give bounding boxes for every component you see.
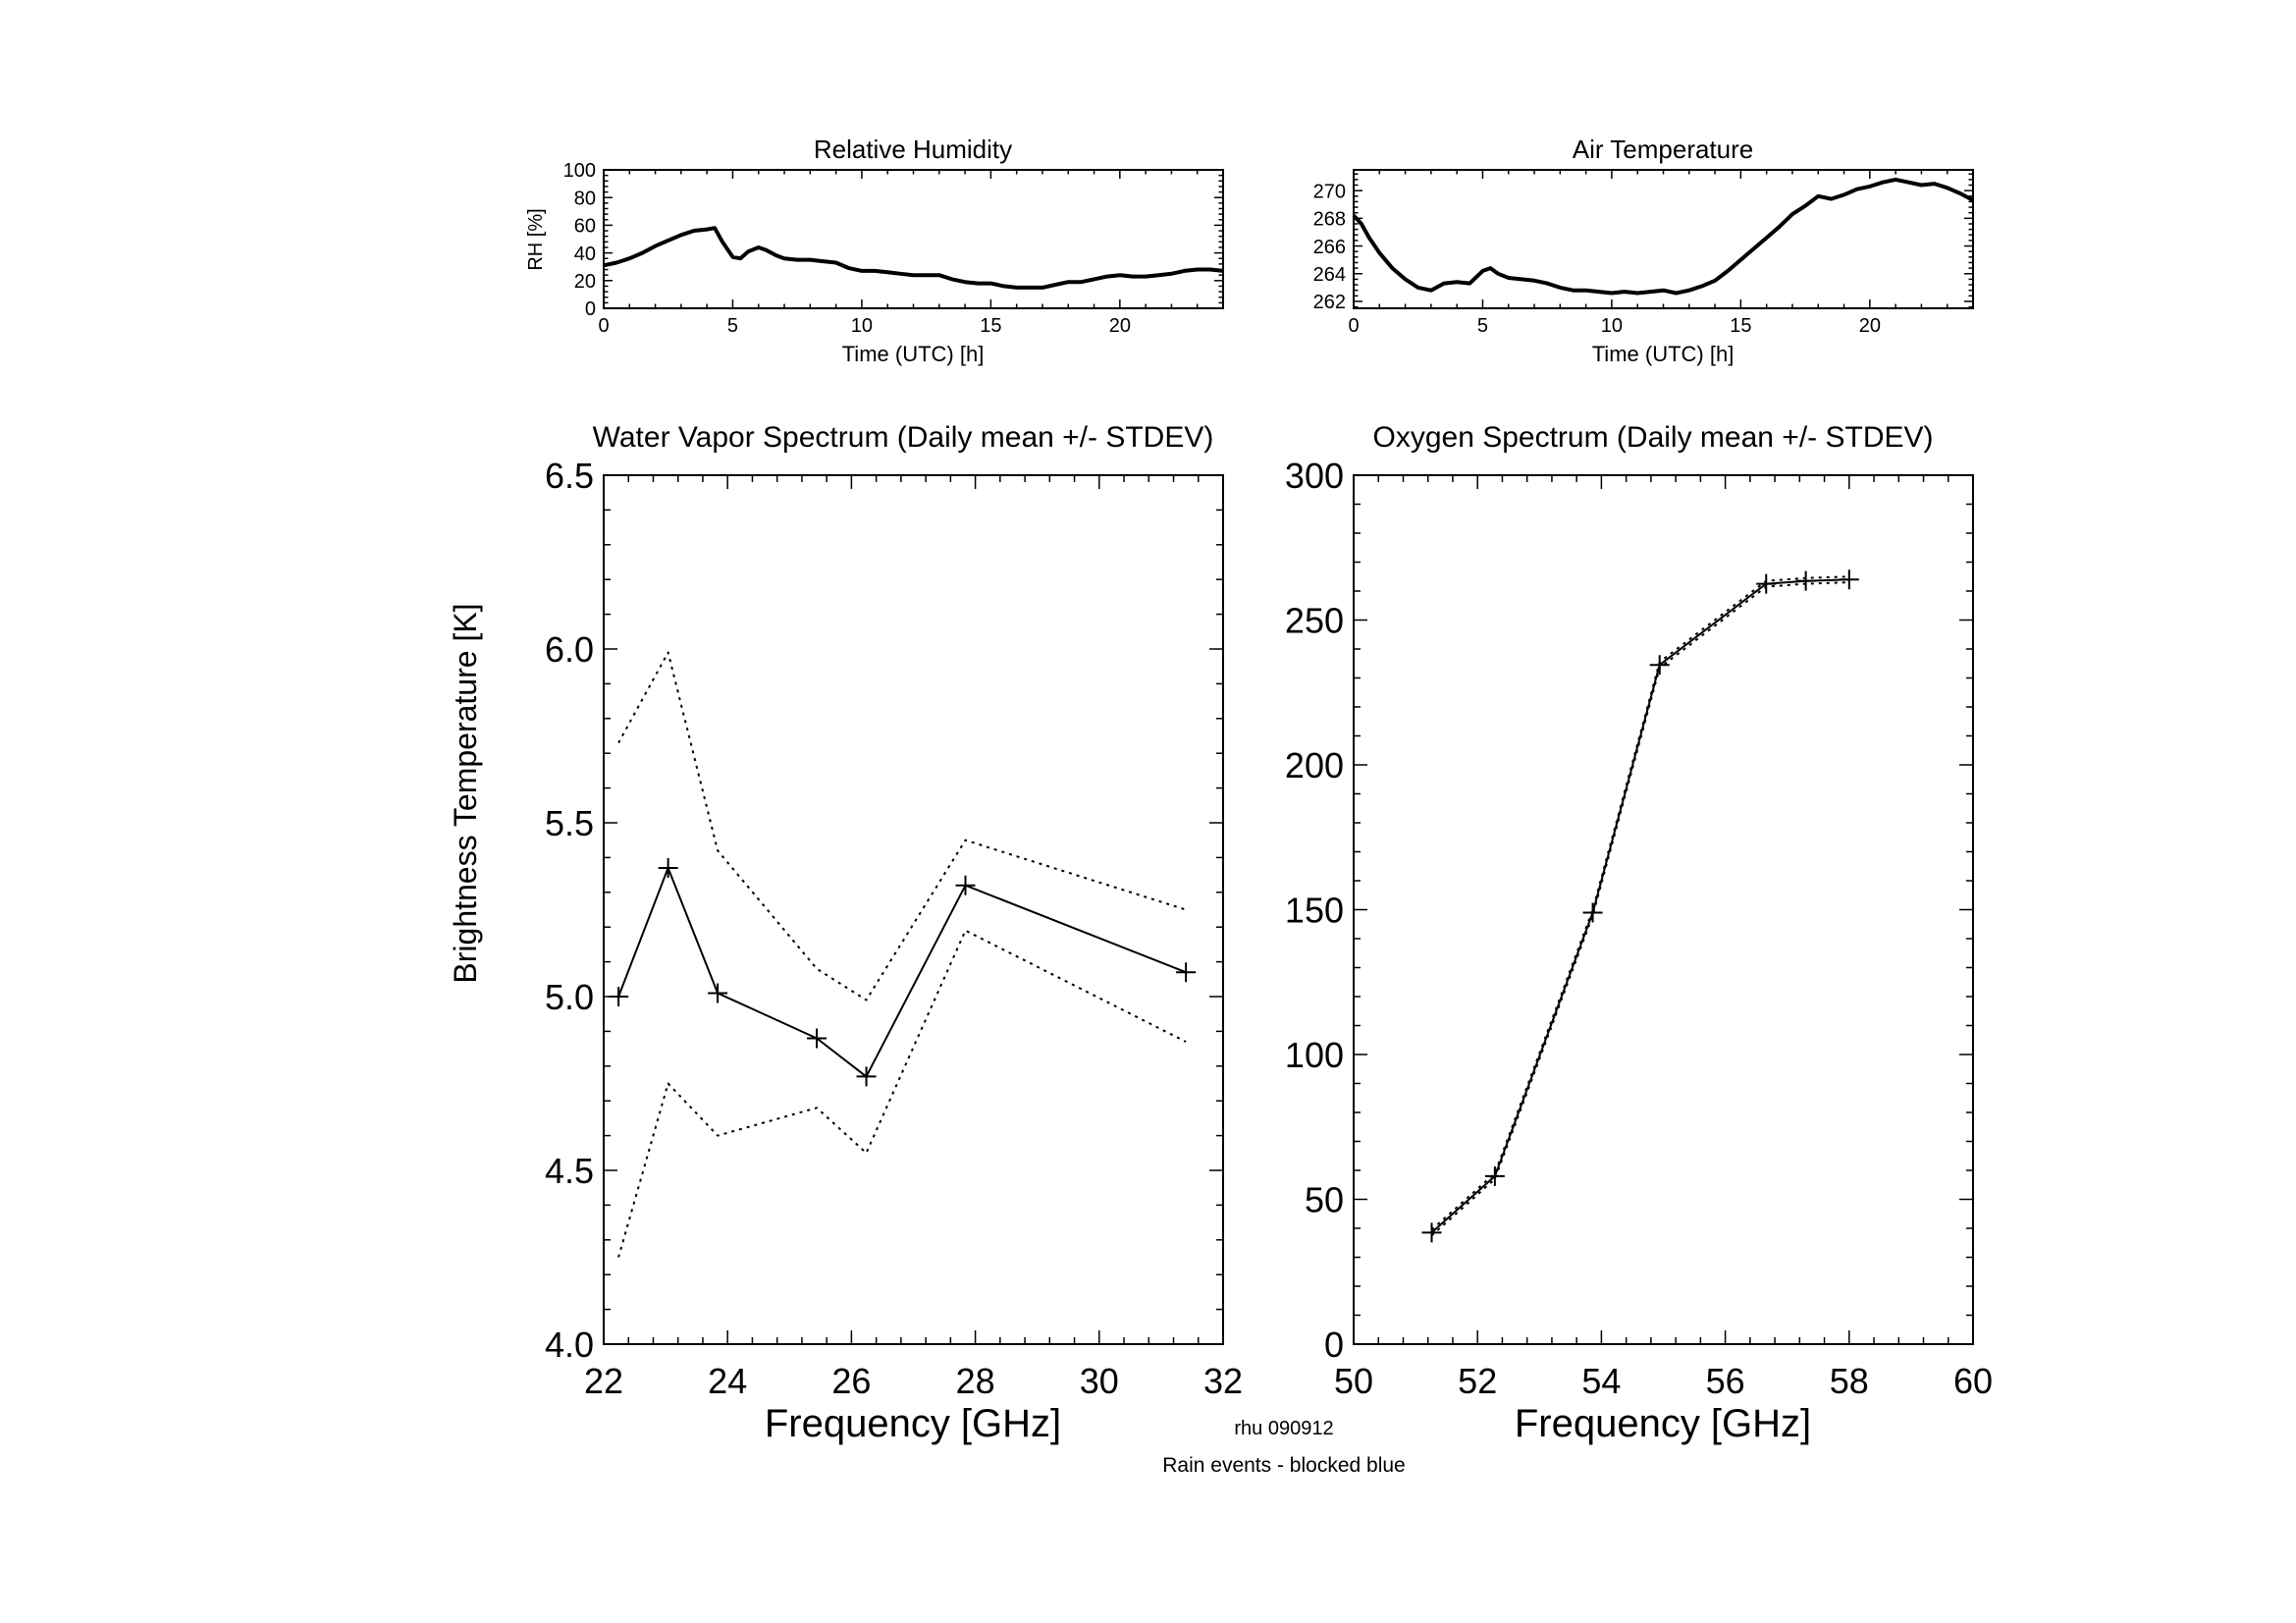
x-tick-label: 10 — [1601, 315, 1623, 337]
x-tick-label: 54 — [1581, 1361, 1621, 1401]
wv-plot-frame — [603, 474, 1224, 1345]
y-tick-label: 20 — [574, 271, 596, 293]
data-point-marker — [1756, 573, 1777, 594]
data-point-marker — [1795, 570, 1816, 591]
x-tick-label: 15 — [1730, 315, 1751, 337]
x-tick-label: 30 — [1080, 1361, 1119, 1401]
o2-title: Oxygen Spectrum (Daily mean +/- STDEV) — [1372, 421, 1933, 454]
y-tick-label: 264 — [1313, 264, 1346, 286]
y-tick-label: 5.0 — [545, 977, 594, 1017]
y-tick-label: 4.5 — [545, 1151, 594, 1191]
airtemp-marks — [1352, 177, 1974, 296]
y-tick-label: 300 — [1285, 456, 1344, 496]
y-tick-label: 4.0 — [545, 1325, 594, 1365]
mean-line — [617, 867, 1187, 1078]
y-tick-label: 80 — [574, 188, 596, 209]
data-point-marker — [1839, 569, 1859, 590]
airtemp-title: Air Temperature — [1573, 135, 1754, 164]
x-tick-label: 20 — [1859, 315, 1881, 337]
airtemp-plot-frame — [1353, 169, 1974, 309]
rh-xlabel: Time (UTC) [h] — [842, 342, 985, 366]
x-tick-label: 52 — [1458, 1361, 1497, 1401]
y-tick-label: 270 — [1313, 181, 1346, 202]
footer-rain-note: Rain events - blocked blue — [1162, 1454, 1405, 1477]
rh-marks — [603, 226, 1224, 290]
data-point-marker — [658, 858, 678, 879]
o2-plot-frame — [1353, 474, 1974, 1345]
y-tick-label: 100 — [1285, 1035, 1344, 1075]
x-tick-label: 10 — [851, 315, 873, 337]
x-tick-label: 5 — [727, 315, 738, 337]
x-tick-label: 58 — [1830, 1361, 1869, 1401]
data-point-marker — [1421, 1222, 1442, 1243]
x-tick-label: 5 — [1477, 315, 1488, 337]
y-tick-label: 0 — [1324, 1325, 1344, 1365]
data-point-marker — [609, 987, 629, 1006]
o2-marks — [1421, 569, 1859, 1243]
wv-ylabel: Brightness Temperature [K] — [448, 603, 483, 983]
x-tick-label: 24 — [708, 1361, 747, 1401]
y-tick-label: 40 — [574, 243, 596, 265]
x-tick-label: 26 — [831, 1361, 871, 1401]
rh-title: Relative Humidity — [814, 135, 1012, 164]
data-point-marker — [807, 1028, 828, 1049]
y-tick-label: 6.5 — [545, 456, 594, 496]
airtemp-ticks: 0 5 10 15 20 262 264 266 268 270 — [1313, 170, 1974, 337]
wv-ticks: 22 24 26 28 30 32 4.0 4.5 5.0 5.5 6.0 6.5 — [545, 456, 1243, 1401]
o2-panel: Oxygen Spectrum (Daily mean +/- STDEV) 5… — [1285, 421, 1993, 1445]
stdev-line — [1430, 575, 1849, 1231]
o2-xlabel: Frequency [GHz] — [1515, 1402, 1811, 1445]
x-tick-label: 60 — [1953, 1361, 1993, 1401]
x-tick-label: 0 — [1348, 315, 1359, 337]
y-tick-label: 5.5 — [545, 803, 594, 843]
x-tick-label: 56 — [1706, 1361, 1745, 1401]
data-point-marker — [708, 983, 728, 1003]
y-tick-label: 262 — [1313, 292, 1346, 313]
y-tick-label: 100 — [563, 160, 596, 182]
rh-plot-frame — [603, 169, 1224, 309]
stdev-line — [1430, 581, 1849, 1237]
x-tick-label: 20 — [1109, 315, 1131, 337]
y-tick-label: 200 — [1285, 745, 1344, 785]
stdev-line — [617, 929, 1187, 1258]
wv-panel: Water Vapor Spectrum (Daily mean +/- STD… — [448, 421, 1243, 1445]
x-tick-label: 22 — [584, 1361, 623, 1401]
data-point-marker — [856, 1066, 877, 1087]
x-tick-label: 0 — [598, 315, 609, 337]
wv-title: Water Vapor Spectrum (Daily mean +/- STD… — [593, 421, 1214, 454]
y-tick-label: 266 — [1313, 237, 1346, 258]
data-point-marker — [1484, 1165, 1505, 1186]
mean-line — [1430, 578, 1849, 1234]
airtemp-panel: Air Temperature 0 5 10 15 20262264266268270 … — [1313, 135, 1974, 366]
series-line — [1352, 177, 1974, 296]
x-tick-label: 15 — [980, 315, 1001, 337]
series-line — [603, 226, 1224, 290]
footer-id-label: rhu 090912 — [1234, 1418, 1333, 1439]
wv-xlabel: Frequency [GHz] — [765, 1402, 1061, 1445]
data-point-marker — [1176, 962, 1197, 983]
y-tick-label: 150 — [1285, 890, 1344, 930]
y-tick-label: 6.0 — [545, 629, 594, 670]
wv-marks — [609, 651, 1197, 1258]
y-tick-label: 0 — [585, 298, 596, 320]
x-tick-label: 32 — [1203, 1361, 1243, 1401]
y-tick-label: 268 — [1313, 209, 1346, 231]
x-tick-label: 50 — [1334, 1361, 1373, 1401]
stdev-line — [617, 651, 1187, 1001]
y-tick-label: 250 — [1285, 600, 1344, 640]
x-tick-label: 28 — [956, 1361, 995, 1401]
y-tick-label: 50 — [1305, 1179, 1344, 1219]
y-tick-label: 60 — [574, 216, 596, 238]
airtemp-xlabel: Time (UTC) [h] — [1592, 342, 1735, 366]
data-point-marker — [955, 875, 976, 895]
rh-ylabel: RH [%] — [525, 208, 547, 270]
data-point-marker — [1649, 655, 1670, 676]
